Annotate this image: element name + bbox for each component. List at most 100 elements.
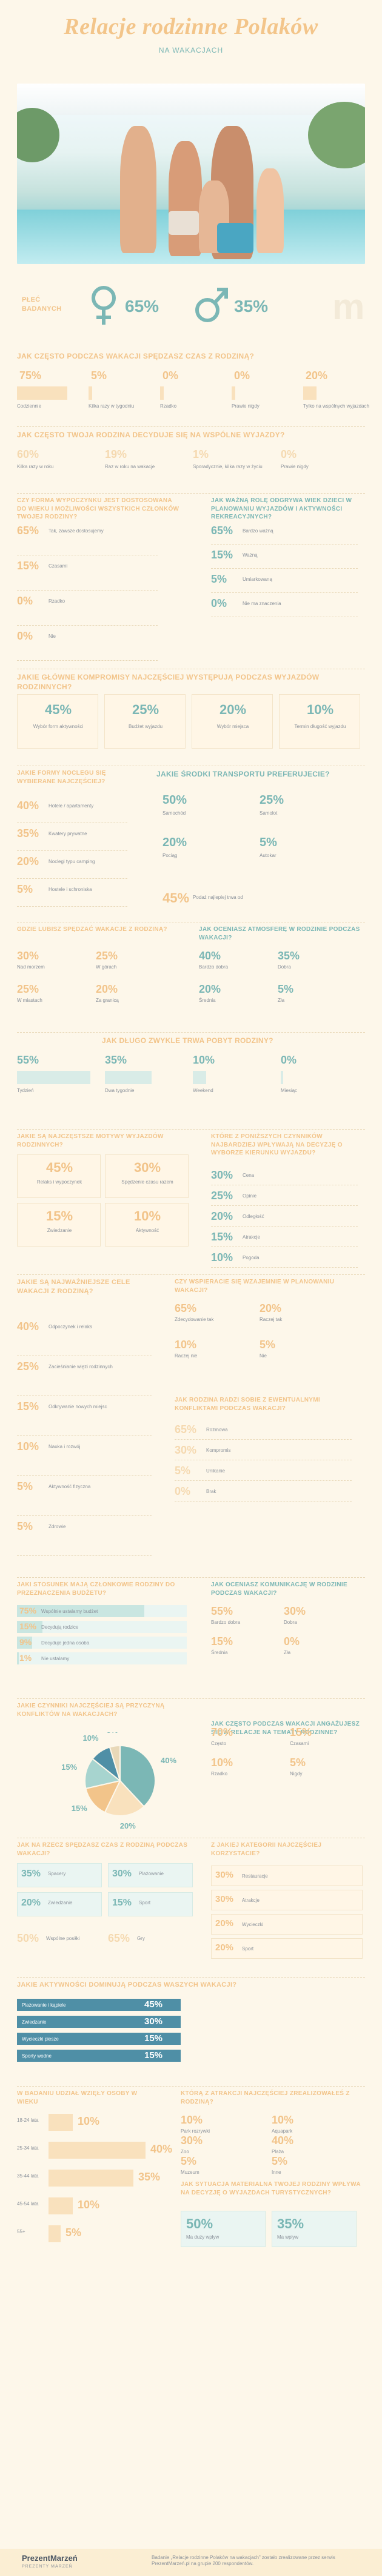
q13-divider bbox=[17, 1515, 152, 1516]
q5-card: 45% Wybór form aktywności bbox=[17, 694, 98, 749]
q15-label: Kompromis bbox=[206, 1448, 231, 1453]
q8-q9-section: GDZIE LUBISZ SPĘDZAĆ WAKACJE Z RODZINĄ? … bbox=[17, 922, 365, 1028]
q7-pct: 5% bbox=[260, 836, 277, 849]
q23-pct: 10% bbox=[78, 2115, 100, 2127]
q18-pct: 20% bbox=[120, 1821, 136, 1829]
q18-title: JAKIE CZYNNIKI NAJCZĘŚCIEJ SĄ PRZYCZYNĄ … bbox=[17, 1703, 165, 1718]
q10-bar bbox=[17, 1071, 90, 1084]
q13-divider bbox=[17, 1475, 152, 1476]
q22-pct: 15% bbox=[144, 2050, 163, 2061]
q10-bar bbox=[193, 1071, 206, 1084]
q23-bar bbox=[49, 2142, 146, 2159]
q21-label: Wycieczki bbox=[242, 1922, 264, 1927]
q23-q25-section: W BADANIU UDZIAŁ WZIĘŁY OSOBY W WIEKU 18… bbox=[17, 2086, 365, 2538]
q20-label: Zwiedzanie bbox=[48, 1900, 73, 1906]
q14-label: Nie bbox=[260, 1353, 267, 1359]
q12-label: Cena bbox=[243, 1173, 255, 1178]
q25-pct: 50% bbox=[186, 2216, 213, 2231]
q9-pct: 40% bbox=[199, 950, 221, 962]
q3-q4-section: CZY FORMA WYPOCZYNKU JEST DOSTOSOWANA DO… bbox=[17, 493, 365, 672]
q1-label: Codziennie bbox=[17, 403, 42, 409]
q11-label: Aktywność bbox=[135, 1228, 159, 1233]
q13-label: Zdrowie bbox=[49, 1524, 66, 1529]
q12-divider bbox=[211, 1226, 358, 1227]
q17-label: Zła bbox=[284, 1650, 291, 1655]
q5-section: JAKIE GŁÓWNE KOMPROMISY NAJCZĘŚCIEJ WYST… bbox=[17, 669, 365, 763]
q10-pct: 55% bbox=[17, 1054, 39, 1066]
q12-divider bbox=[211, 1205, 358, 1206]
q21-title: Z JAKIEJ KATEGORII NAJCZĘŚCIEJ KORZYSTAC… bbox=[211, 1842, 322, 1857]
q20-card: 15% Sport bbox=[108, 1892, 193, 1916]
q22-track bbox=[17, 2050, 181, 2062]
q9-pct: 35% bbox=[278, 950, 300, 962]
q11-card: 10% Aktywność bbox=[105, 1203, 189, 1247]
q1-section: JAK CZĘSTO PODCZAS WAKACJI SPĘDZASZ CZAS… bbox=[17, 351, 369, 424]
q1-bar bbox=[17, 386, 67, 400]
q14-label: Zdecydowanie tak bbox=[175, 1317, 214, 1322]
q20-card: 20% Zwiedzanie bbox=[17, 1892, 102, 1916]
q13-divider bbox=[17, 1435, 152, 1436]
q18-slice bbox=[119, 1744, 156, 1807]
q1-pct: 20% bbox=[306, 369, 328, 382]
q21-card: 30% Atrakcje bbox=[211, 1890, 363, 1910]
decorative-letter-icon: m bbox=[332, 286, 365, 327]
q5-label: Wybór miejsca bbox=[216, 724, 249, 729]
q22-section: JAKIE AKTYWNOŚCI DOMINUJĄ PODCZAS WASZYC… bbox=[17, 1977, 365, 2078]
q15-divider bbox=[175, 1501, 352, 1502]
q15-pct: 30% bbox=[175, 1444, 197, 1456]
q24-title: KTÓRĄ Z ATRAKCJI NAJCZĘŚCIEJ ZREALIZOWAŁ… bbox=[181, 2090, 350, 2105]
q18-pct: 15% bbox=[72, 1804, 87, 1813]
q11-label: Spędzenie czasu razem bbox=[121, 1179, 173, 1185]
q25-label: Ma wpływ bbox=[277, 2234, 299, 2240]
q4-pct: 15% bbox=[211, 549, 233, 561]
q20-label: Plażowanie bbox=[139, 1871, 164, 1876]
q6-title: JAKIE FORMY NOCLEGU SIĘ WYBIERANE NAJCZĘ… bbox=[17, 770, 106, 785]
q10-title: JAK DŁUGO ZWYKLE TRWA POBYT RODZINY? bbox=[102, 1036, 273, 1045]
footer-source: Badanie „Relacje rodzinne Polaków na wak… bbox=[152, 2555, 335, 2567]
q21-label: Sport bbox=[242, 1946, 254, 1952]
q24-label: Zoo bbox=[181, 2149, 189, 2154]
q24-label: Park rozrywki bbox=[181, 2128, 210, 2134]
q3-label: Nie bbox=[49, 634, 56, 639]
q20-pct: 30% bbox=[112, 1869, 132, 1879]
q11-pct: 15% bbox=[45, 1208, 73, 1223]
q25-title: JAK SYTUACJA MATERIALNA TWOJEJ RODZINY W… bbox=[181, 2181, 361, 2196]
q2-pct: 60% bbox=[17, 448, 39, 460]
q5-card: 25% Budżet wyjazdu bbox=[104, 694, 186, 749]
q16-pct: 15% bbox=[19, 1621, 37, 1631]
q1-bar bbox=[232, 386, 235, 400]
q16-q17-section: JAKI STOSUNEK MAJĄ CZŁONKOWIE RODZINY DO… bbox=[17, 1577, 365, 1702]
q1-label: Rzadko bbox=[160, 403, 177, 409]
q6-pct: 20% bbox=[17, 855, 39, 867]
q12-divider bbox=[211, 1267, 358, 1268]
q6-label: Noclegi typu camping bbox=[49, 859, 95, 864]
q22-title: JAKIE AKTYWNOŚCI DOMINUJĄ PODCZAS WASZYC… bbox=[17, 1981, 237, 1988]
q19-title: JAK CZĘSTO PODCZAS WAKACJI ANGAŻUJESZ SI… bbox=[211, 1721, 360, 1736]
q4-divider bbox=[211, 592, 358, 593]
q13-pct: 25% bbox=[17, 1360, 39, 1372]
q4-label: Nie ma znaczenia bbox=[243, 601, 281, 606]
q17-pct: 15% bbox=[211, 1635, 233, 1647]
q2-pct: 1% bbox=[193, 448, 209, 460]
q4-title: JAK WAŻNĄ ROLĘ ODGRYWA WIEK DZIECI W PLA… bbox=[211, 497, 352, 520]
q17-label: Średnia bbox=[211, 1650, 228, 1655]
q4-divider bbox=[211, 544, 358, 545]
q17-pct: 0% bbox=[284, 1635, 300, 1647]
q12-label: Pogoda bbox=[243, 1255, 260, 1260]
male-icon bbox=[193, 283, 229, 329]
q12-pct: 25% bbox=[211, 1190, 233, 1202]
q13-label: Odpoczynek i relaks bbox=[49, 1324, 93, 1329]
q16-pct: 9% bbox=[19, 1637, 32, 1647]
q3-label: Tak, zawsze dostosujemy bbox=[49, 528, 104, 534]
q13-pct: 10% bbox=[17, 1440, 39, 1452]
q3-pct: 0% bbox=[17, 630, 33, 642]
q16-fill bbox=[17, 1605, 144, 1617]
q18-pct: 5% bbox=[107, 1732, 118, 1735]
q3-divider bbox=[17, 625, 158, 626]
q18-slice bbox=[84, 1758, 122, 1790]
q21-label: Restauracje bbox=[242, 1873, 268, 1879]
q14-pct: 65% bbox=[175, 1302, 197, 1314]
q8-label: W górach bbox=[96, 964, 117, 970]
q10-label: Weekend bbox=[193, 1088, 213, 1093]
